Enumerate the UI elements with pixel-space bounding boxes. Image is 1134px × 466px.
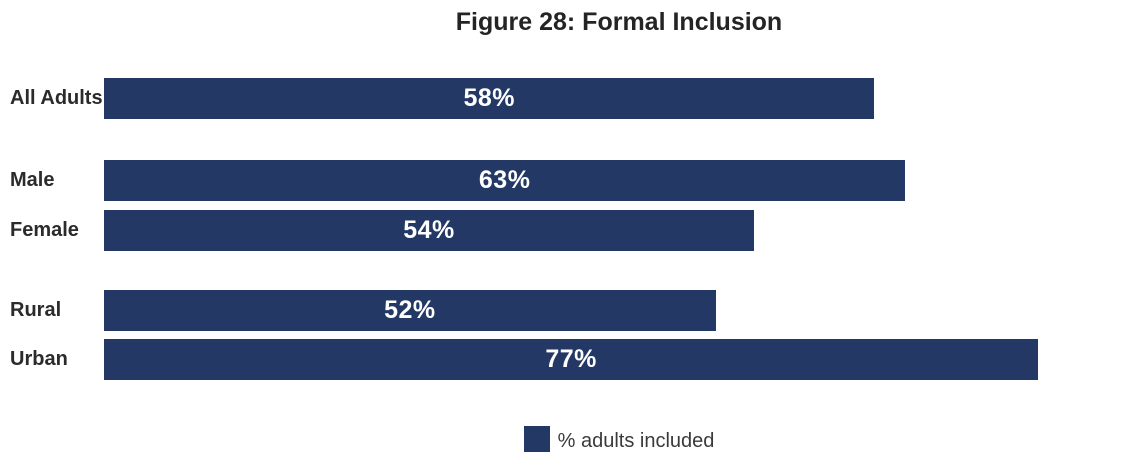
value-label: 54% — [403, 215, 455, 244]
category-label: Urban — [10, 347, 68, 370]
bar-track: 54% — [104, 209, 1134, 251]
category-label: Male — [10, 168, 55, 191]
legend-label: % adults included — [557, 430, 715, 452]
bar-track: 58% — [104, 77, 1134, 119]
value-label: 77% — [545, 344, 597, 373]
category-label: All Adults — [10, 86, 103, 109]
category-label: Female — [10, 218, 79, 241]
value-label: 63% — [478, 165, 531, 194]
bar-track: 63% — [104, 159, 1134, 201]
bar-row: Female 54% — [0, 209, 1134, 251]
value-label: 58% — [463, 83, 515, 112]
bar-row: All Adults 58% — [0, 77, 1134, 119]
bar-female: 54% — [104, 209, 754, 251]
value-label: 52% — [384, 295, 436, 324]
bar-track: 77% — [104, 338, 1134, 380]
chart-title: Figure 28: Formal Inclusion — [455, 8, 783, 36]
bar-chart-plot-area: All Adults 58% Male 63% Female 54% Rural 52% Urb… — [0, 77, 1134, 380]
bar-all-adults: 58% — [104, 77, 875, 119]
bar-rural: 52% — [104, 289, 716, 331]
bar-urban: 77% — [104, 338, 1039, 380]
legend-color-swatch — [523, 425, 550, 452]
chart-legend: % adults included — [0, 425, 1134, 452]
bar-row: Rural 52% — [0, 289, 1134, 331]
bar-track: 52% — [104, 289, 1134, 331]
bar-row: Male 63% — [0, 159, 1134, 201]
category-label: Rural — [10, 298, 62, 321]
bar-male: 63% — [104, 159, 906, 201]
bar-row: Urban 77% — [0, 338, 1134, 380]
